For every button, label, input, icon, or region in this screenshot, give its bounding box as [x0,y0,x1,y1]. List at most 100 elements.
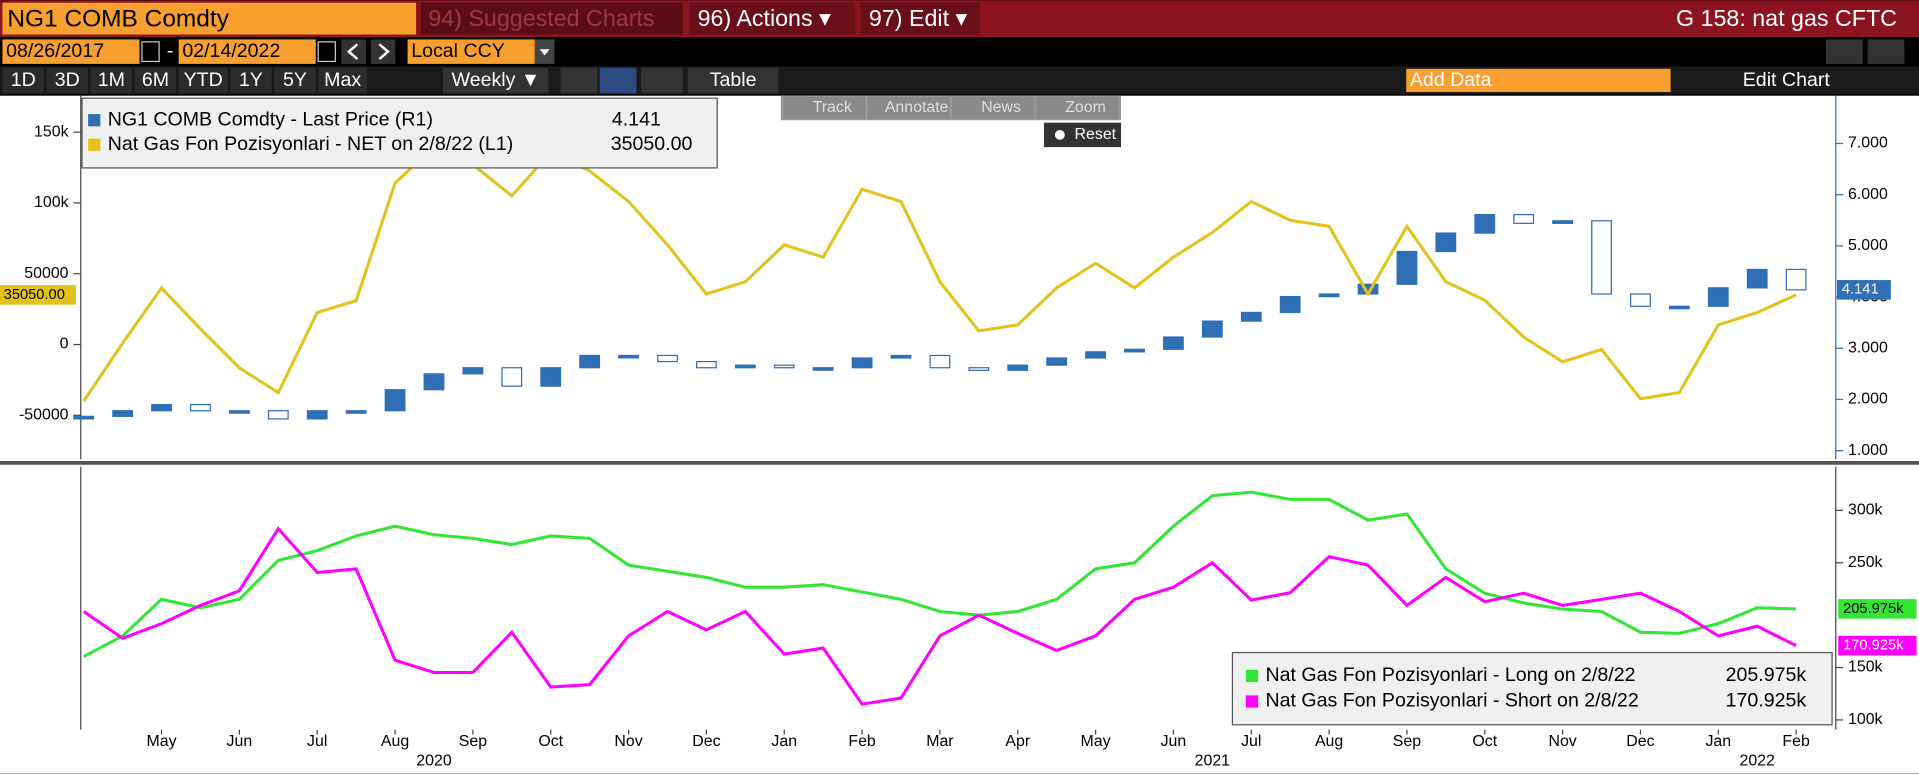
legend-box [1231,651,1833,726]
candle [851,357,873,369]
x-tick-label: Aug [1315,733,1343,750]
value-tag [1838,599,1917,619]
add-data-box[interactable] [1406,68,1671,93]
start-date: 08/26/2017 [6,40,104,62]
tool-button[interactable] [867,96,950,119]
candle [968,367,990,371]
y2-tick-label: 1.000 [1848,442,1888,459]
tool-button[interactable] [783,96,866,119]
date-separator: - [167,40,174,62]
value-tag [1837,280,1891,300]
undo-button[interactable] [1825,39,1863,64]
edit-chart[interactable]: Edit Chart [1743,69,1831,91]
y-tick-label: -50000 [19,407,69,424]
menu-item: 97) Edit ▾ [869,5,968,31]
end-date-box[interactable] [178,39,316,64]
period-button[interactable] [230,67,272,94]
legend-swatch [88,138,101,151]
x-tick-label: Sep [1393,733,1421,750]
value-tag [0,285,76,305]
menu-button[interactable] [689,2,856,35]
line-type-button[interactable] [560,67,598,94]
series-line [82,490,1797,658]
value-tag [1838,635,1917,656]
frequency: Weekly ▼ [452,69,541,91]
y-tick-label: 150k [1848,659,1883,676]
x-tick-label: May [1081,733,1111,750]
x-tick-label: Jun [227,733,253,750]
candle [734,364,756,369]
calendar-icon[interactable] [141,41,160,63]
y-tick-label: 50000 [24,265,68,282]
candle [1785,268,1807,291]
period-button[interactable] [178,67,228,94]
candle [1746,268,1768,289]
table-button[interactable] [687,67,779,94]
currency-box[interactable] [407,39,535,64]
candle [929,354,951,369]
legend-value: 35050.00 [611,133,693,155]
legend-label: Nat Gas Fon Pozisyonlari - Long on 2/8/2… [1265,664,1635,686]
period-button[interactable] [134,67,177,94]
x-tick-label: May [147,733,177,750]
period-button[interactable] [274,67,316,94]
candle [306,410,328,420]
ticker-box[interactable] [2,2,417,35]
x-tick-label: Feb [848,733,876,750]
tool-label: News [981,99,1021,116]
candle [384,389,406,412]
period-label: 6M [142,69,169,91]
y2-tick-label: 7.000 [1848,135,1888,152]
candle [696,360,717,369]
calendar-icon[interactable] [317,41,336,63]
year-label: 2021 [1195,753,1231,770]
period-button[interactable] [318,67,368,94]
tool-button[interactable] [1036,96,1119,119]
legend-swatch [1245,669,1259,682]
frequency-box[interactable] [443,67,549,94]
legend-swatch [88,114,101,127]
period-button[interactable] [90,67,133,94]
year-label: 2022 [1740,753,1776,770]
value-tag-label: 4.141 [1842,282,1879,298]
candle [657,354,678,363]
menu-button[interactable] [860,2,981,35]
candle [1396,250,1418,285]
period-button[interactable] [2,67,45,94]
legend-value: 4.141 [612,108,661,130]
candle [1435,232,1457,253]
period-button[interactable] [46,67,89,94]
tool-button[interactable] [952,96,1035,119]
add-data: Add Data [1410,69,1492,91]
period-label: 1Y [239,69,263,91]
x-tick-label: Nov [614,733,642,750]
value-tag-label: 205.975k [1843,601,1904,617]
y-tick-label: 150k [34,123,69,140]
x-tick-label: Feb [1782,733,1810,750]
tool-label: Zoom [1065,99,1106,116]
x-tick-label: Dec [1626,733,1654,750]
legend-value: 205.975k [1726,664,1807,686]
y-tick-label: 0 [60,336,69,353]
candle [618,354,639,359]
value-tag-label: 35050.00 [4,287,65,303]
next-button[interactable] [370,39,396,64]
prev-button[interactable] [341,39,366,64]
x-tick-label: Jul [1241,733,1261,750]
candle [190,403,211,412]
candle-type-button[interactable] [599,67,637,94]
net-line [82,144,1797,403]
candle [1046,357,1068,366]
start-date-box[interactable] [2,39,140,64]
redo-button[interactable] [1867,39,1905,64]
page-title: G 158: nat gas CFTC [1676,5,1897,31]
x-tick-label: Jul [307,733,327,750]
candle [1707,287,1729,307]
menu-button[interactable] [421,2,683,35]
y2-tick-label: 2.000 [1848,391,1888,408]
type-dropdown[interactable] [641,67,683,94]
reset-icon [1054,129,1065,140]
y2-tick-label: 6.000 [1848,186,1888,203]
